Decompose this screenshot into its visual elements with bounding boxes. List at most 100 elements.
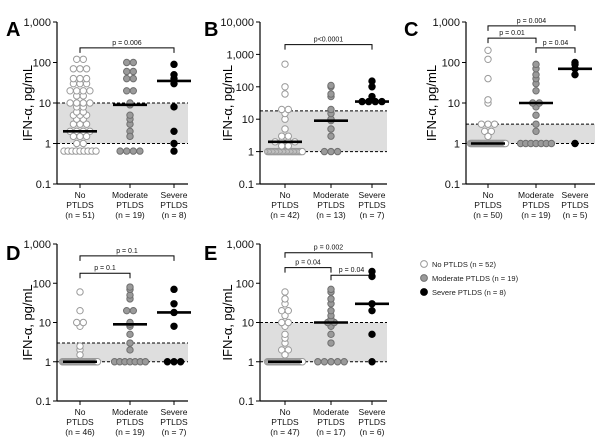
legend-marker <box>420 288 428 296</box>
data-point <box>284 105 292 114</box>
data-point <box>170 322 178 331</box>
data-point <box>129 58 138 67</box>
y-tick-label: 1 <box>454 139 460 151</box>
data-point <box>281 311 289 320</box>
data-point <box>73 318 81 327</box>
y-tick-label: 100 <box>236 82 254 94</box>
data-point <box>176 358 185 366</box>
x-tick-label: Moderate <box>112 407 148 417</box>
y-axis-label: IFN-α, pg/mL <box>424 65 439 141</box>
normal-range-band <box>466 124 595 144</box>
data-point <box>320 147 329 156</box>
y-tick-label: 100 <box>33 278 51 290</box>
data-point <box>281 288 289 296</box>
data-point <box>281 125 289 133</box>
x-tick-label: Moderate <box>112 190 148 200</box>
x-tick-label: No <box>75 190 86 200</box>
data-point <box>69 65 78 73</box>
data-point <box>79 318 88 327</box>
y-axis-label: IFN-α, pg/mL <box>20 65 35 141</box>
data-point <box>477 120 486 128</box>
x-tick-label: No <box>483 190 494 200</box>
x-tick-label: (n = 46) <box>65 427 95 437</box>
data-point <box>129 306 138 315</box>
data-point <box>327 147 335 156</box>
data-point <box>532 127 540 136</box>
data-point <box>76 65 84 73</box>
y-axis-label: IFN-α, pg/mL <box>20 284 35 360</box>
data-point <box>278 306 286 315</box>
data-point <box>129 74 138 83</box>
data-point <box>123 67 131 76</box>
significance-bracket: p = 0.04 <box>330 267 373 281</box>
panel-letter: C <box>404 19 418 41</box>
significance-bracket: p = 0.04 <box>284 260 332 273</box>
y-tick-label: 0.1 <box>36 179 51 191</box>
data-point <box>327 132 335 140</box>
data-point <box>284 318 292 327</box>
data-point <box>136 147 144 155</box>
x-tick-label: PTLDS <box>160 417 188 427</box>
panel-letter: D <box>6 243 20 265</box>
data-point <box>484 96 492 104</box>
data-point <box>66 87 74 95</box>
data-point <box>281 83 289 91</box>
data-point <box>73 55 81 63</box>
data-point <box>170 358 178 366</box>
data-point <box>327 295 335 303</box>
data-point <box>126 132 134 141</box>
x-tick-label: (n = 19) <box>115 210 145 220</box>
data-point <box>73 87 81 95</box>
panel-letter: A <box>6 19 20 41</box>
y-tick-label: 10 <box>39 318 51 330</box>
data-point <box>170 300 178 308</box>
data-point <box>532 87 540 95</box>
panel-letter: B <box>204 19 218 41</box>
data-point <box>69 74 78 83</box>
panel-letter: E <box>204 243 217 265</box>
data-point <box>73 139 81 148</box>
data-point <box>129 87 138 95</box>
bracket-line <box>535 47 576 53</box>
x-tick-label: No <box>75 407 86 417</box>
x-tick-label: PTLDS <box>271 200 299 210</box>
x-tick-label: (n = 6) <box>360 427 385 437</box>
significance-bracket: p = 0.002 <box>284 245 373 258</box>
data-point <box>86 99 94 107</box>
data-point <box>126 330 134 339</box>
x-tick-label: Severe <box>161 407 188 417</box>
significance-bracket: p = 0.01 <box>487 30 537 44</box>
data-point <box>327 358 335 366</box>
data-point <box>163 358 172 366</box>
bracket-line <box>284 44 373 50</box>
normal-range-band <box>57 343 188 362</box>
data-point <box>532 60 540 69</box>
y-tick-label: 0.1 <box>445 179 460 191</box>
x-tick-label: PTLDS <box>66 200 94 210</box>
legend-label: Moderate PTLDS (n = 19) <box>432 274 519 283</box>
data-point <box>281 351 289 359</box>
data-point <box>281 90 289 98</box>
significance-bracket: p = 0.1 <box>79 265 131 279</box>
data-point <box>484 74 492 83</box>
data-point <box>79 87 88 95</box>
data-point <box>79 99 88 107</box>
data-point <box>141 358 150 366</box>
x-tick-label: (n = 5) <box>563 210 588 220</box>
y-tick-label: 1,000 <box>23 239 51 251</box>
data-point <box>484 46 492 55</box>
x-tick-label: (n = 50) <box>473 210 503 220</box>
data-point <box>73 99 81 107</box>
data-point <box>82 132 91 141</box>
data-point <box>126 111 134 119</box>
